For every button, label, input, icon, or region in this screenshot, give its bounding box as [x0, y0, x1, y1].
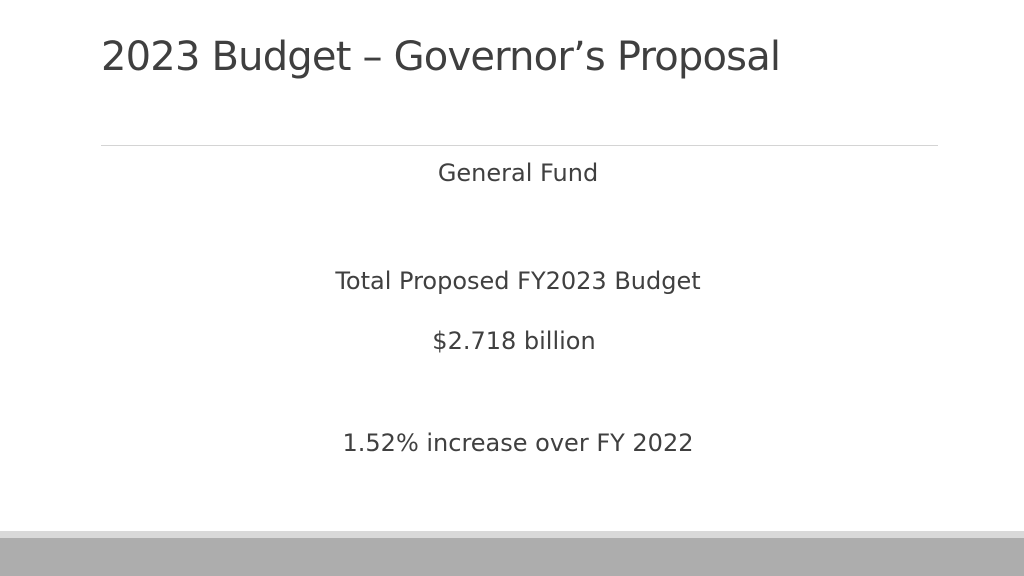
slide-title: 2023 Budget – Governor’s Proposal: [101, 34, 781, 80]
budget-increase: 1.52% increase over FY 2022: [342, 429, 694, 457]
fund-label: General Fund: [437, 159, 599, 187]
budget-label: Total Proposed FY2023 Budget: [335, 267, 701, 295]
title-divider: [101, 145, 938, 146]
footer-band-dark: [0, 538, 1024, 576]
budget-amount: $2.718 billion: [432, 327, 596, 355]
footer-band-light: [0, 531, 1024, 538]
